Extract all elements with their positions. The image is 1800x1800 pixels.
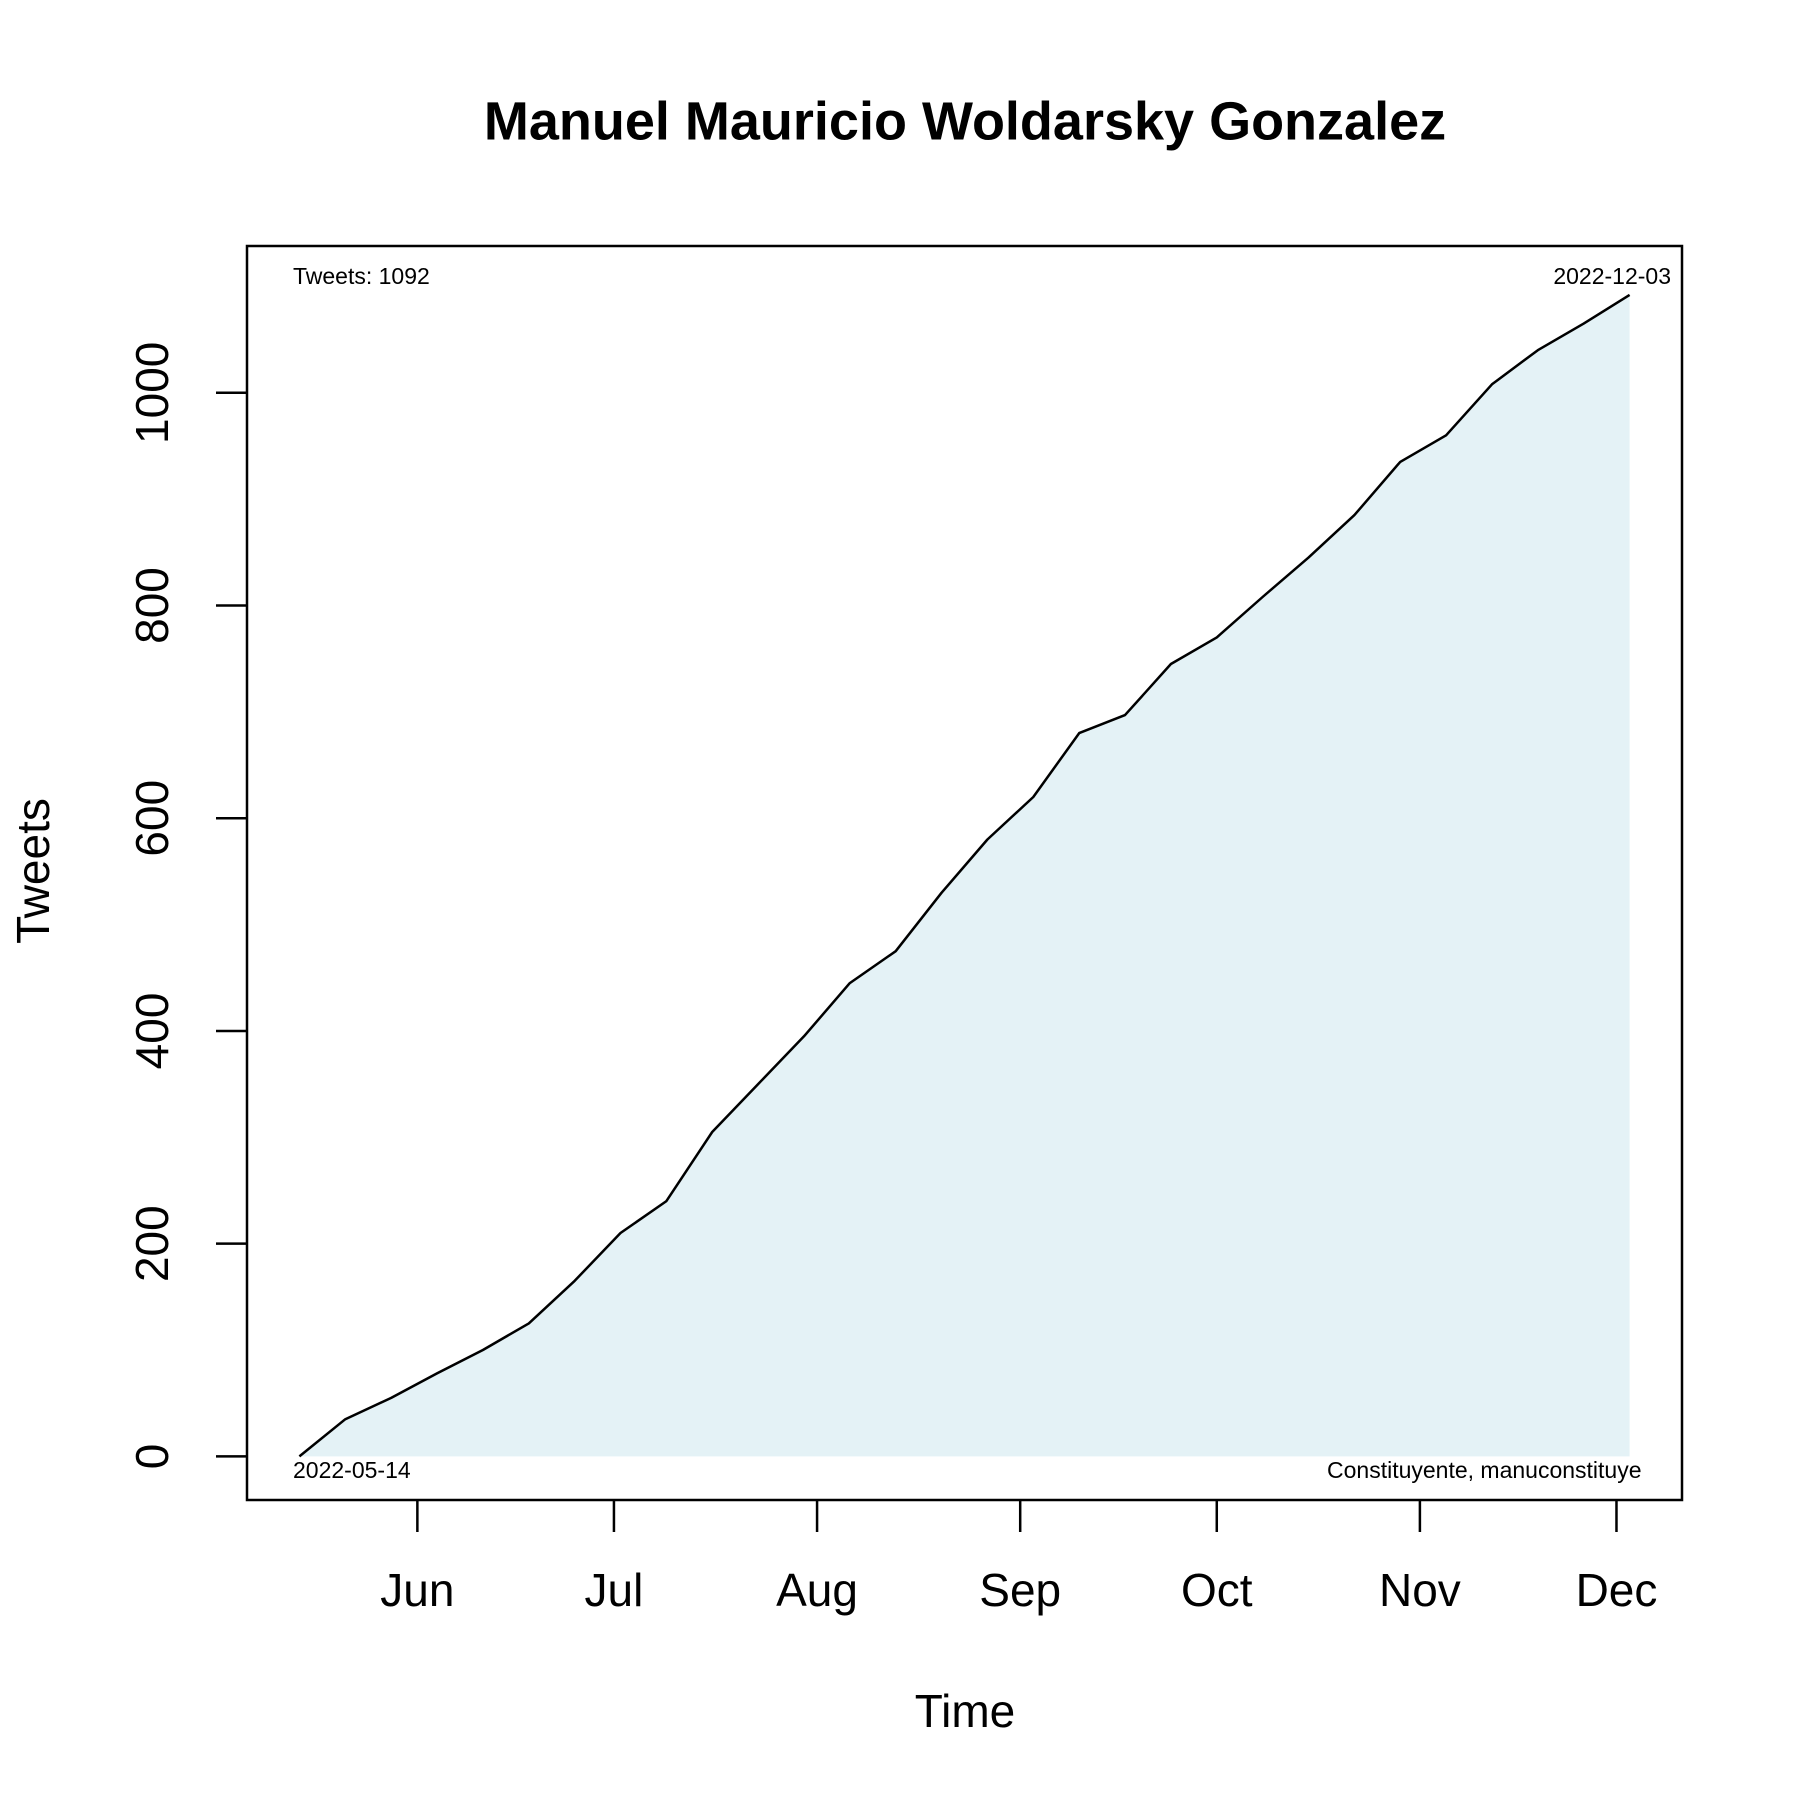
x-tick-label: Oct [1181, 1564, 1253, 1616]
x-tick-label: Jul [585, 1564, 644, 1616]
plot-frame [245, 244, 1684, 1502]
annotation: 2022-05-14 [293, 1457, 411, 1483]
annotation: Constituyente, manuconstituye [1327, 1457, 1642, 1483]
data-line [298, 293, 1631, 1458]
annotation: 2022-12-03 [1553, 263, 1671, 289]
y-axis-label: Tweets [7, 798, 59, 944]
x-tick-label: Jun [380, 1564, 454, 1616]
x-tick-label: Sep [979, 1564, 1061, 1616]
chart-title: Manuel Mauricio Woldarsky Gonzalez [484, 91, 1446, 151]
x-tick-label: Aug [776, 1564, 858, 1616]
y-tick-label: 200 [126, 1205, 178, 1282]
area-fill [299, 294, 1630, 1457]
annotation: Tweets: 1092 [293, 263, 430, 289]
y-tick-label: 1000 [126, 342, 178, 444]
y-tick-label: 600 [126, 780, 178, 857]
y-tick-label: 0 [126, 1444, 178, 1470]
x-tick-label: Dec [1576, 1564, 1658, 1616]
x-tick-label: Nov [1379, 1564, 1461, 1616]
y-tick-label: 400 [126, 993, 178, 1070]
y-tick-label: 800 [126, 567, 178, 644]
x-axis-label: Time [915, 1685, 1016, 1737]
